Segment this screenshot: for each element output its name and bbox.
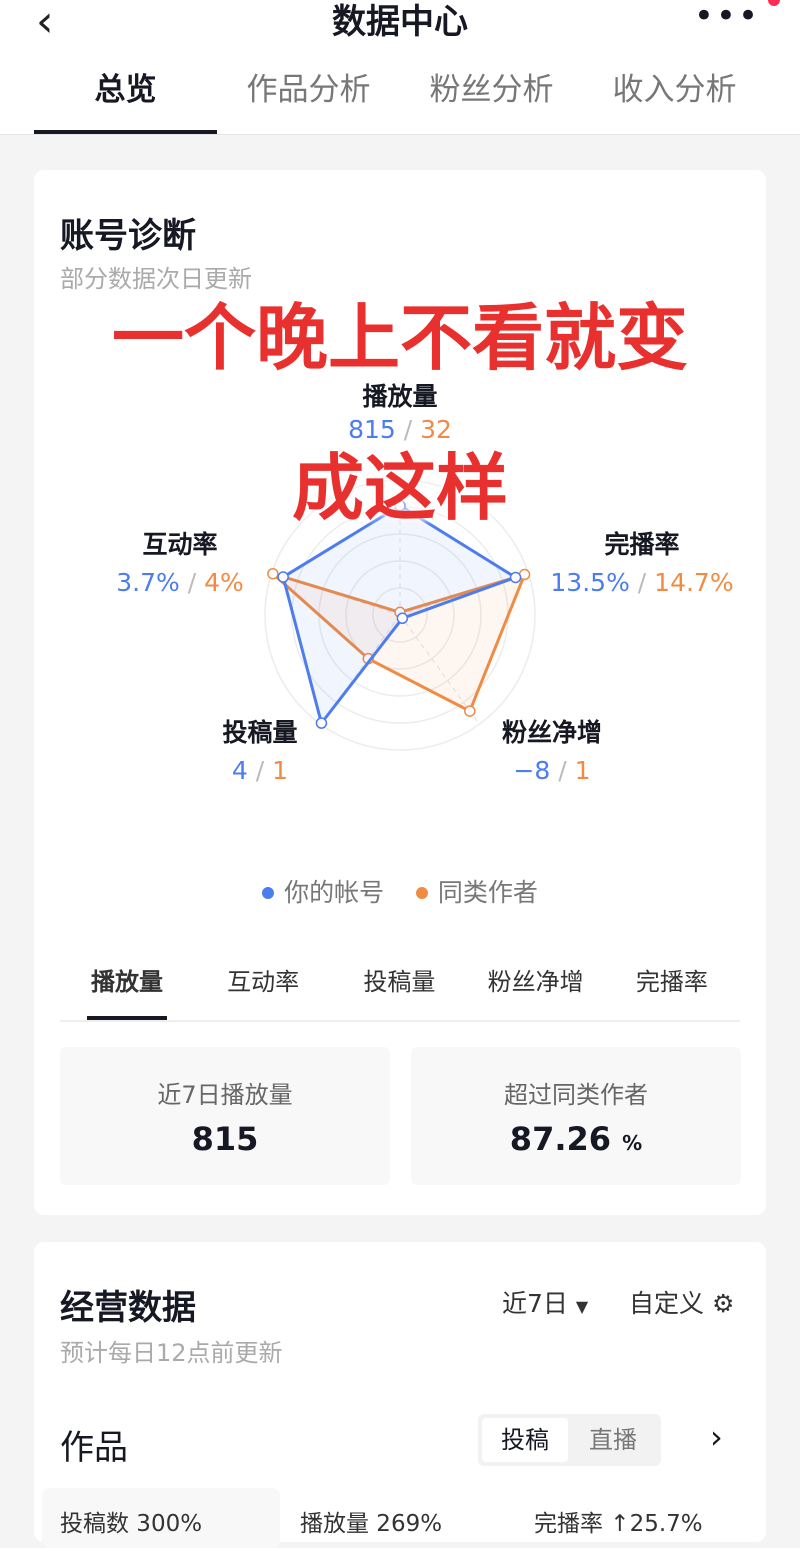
stat-plays: 近7日播放量 815 bbox=[60, 1047, 390, 1185]
stat-value: 87.26 bbox=[509, 1120, 612, 1158]
separator: / bbox=[637, 568, 647, 597]
overlay-caption-2: 成这样 bbox=[291, 446, 509, 530]
legend-peer: 同类作者 bbox=[437, 878, 538, 907]
mine-value: 815 bbox=[348, 415, 396, 444]
axis-values: 3.7% / 4% bbox=[60, 568, 300, 598]
chevron-left-icon[interactable]: ‹ bbox=[36, 0, 54, 47]
axis-values: 13.5% / 14.7% bbox=[522, 568, 762, 598]
axis-label: 投稿量 bbox=[222, 718, 298, 747]
axis-values: 815 / 32 bbox=[280, 415, 520, 445]
separator: / bbox=[187, 568, 197, 597]
section-subtitle: 部分数据次日更新 bbox=[60, 265, 252, 293]
stat-value: 815 bbox=[191, 1120, 259, 1158]
tab-fans[interactable]: 粉丝分析 bbox=[429, 72, 554, 108]
axis-label: 粉丝净增 bbox=[501, 718, 602, 747]
custom-label: 自定义 bbox=[629, 1289, 705, 1318]
range-dropdown[interactable]: 近7日 ▼ bbox=[502, 1284, 588, 1320]
separator: / bbox=[255, 756, 265, 785]
metric-tab-posts[interactable]: 投稿量 bbox=[363, 968, 436, 996]
radar-point-mine bbox=[394, 499, 406, 512]
more-icon[interactable]: ••• bbox=[693, 0, 760, 36]
axis-label: 完播率 bbox=[604, 530, 680, 559]
section-title: 经营数据 bbox=[60, 1288, 196, 1328]
legend-dot-mine bbox=[262, 886, 275, 899]
stat-beat-peers: 超过同类作者 87.26 % bbox=[411, 1047, 741, 1185]
axis-label: 互动率 bbox=[142, 530, 218, 559]
account-diagnosis-card: 账号诊断 部分数据次日更新 bbox=[34, 170, 766, 1215]
peer-value: 4% bbox=[204, 568, 244, 597]
peer-value: 32 bbox=[420, 415, 452, 444]
works-title: 作品 bbox=[60, 1428, 128, 1468]
stat-unit: % bbox=[622, 1131, 643, 1155]
axis-values: 4 / 1 bbox=[140, 756, 380, 786]
chart-legend: 你的帐号 同类作者 bbox=[0, 873, 800, 909]
tab-income[interactable]: 收入分析 bbox=[612, 72, 737, 108]
radar-point-mine bbox=[396, 612, 409, 625]
range-label: 近7日 bbox=[502, 1289, 568, 1318]
mine-value: 13.5% bbox=[550, 568, 630, 597]
toggle-posts[interactable]: 投稿 bbox=[482, 1418, 568, 1462]
section-title: 账号诊断 bbox=[60, 216, 196, 256]
caret-down-icon: ▼ bbox=[575, 1297, 589, 1316]
grid-ring bbox=[264, 479, 536, 751]
mine-value: 3.7% bbox=[116, 568, 180, 597]
mine-value: 4 bbox=[231, 756, 248, 785]
tab-overview[interactable]: 总览 bbox=[34, 70, 217, 134]
custom-button[interactable]: 自定义 ⚙ bbox=[629, 1284, 734, 1320]
axis-line bbox=[399, 614, 480, 725]
metric-tabs: 播放量 互动率 投稿量 粉丝净增 完播率 bbox=[60, 962, 740, 1022]
metric-tab-plays[interactable]: 播放量 bbox=[87, 962, 167, 1020]
notification-dot bbox=[768, 0, 780, 6]
legend-mine: 你的帐号 bbox=[284, 878, 385, 907]
metric-tab-engagement[interactable]: 互动率 bbox=[227, 968, 300, 996]
overlay-caption-1: 一个晚上不看就变 bbox=[111, 296, 689, 380]
chevron-right-icon[interactable]: › bbox=[710, 1418, 723, 1456]
metric-plays[interactable]: 播放量 269% bbox=[300, 1511, 443, 1537]
stat-label: 超过同类作者 bbox=[504, 1081, 648, 1109]
axis-label: 播放量 bbox=[362, 382, 438, 411]
toggle-live[interactable]: 直播 bbox=[589, 1426, 637, 1454]
radar-point-peer bbox=[267, 567, 279, 580]
radar-point-peer bbox=[464, 705, 476, 717]
axis-values: −8 / 1 bbox=[432, 756, 672, 786]
gear-icon: ⚙ bbox=[711, 1289, 735, 1318]
legend-dot-peer bbox=[415, 886, 428, 899]
section-subtitle: 预计每日12点前更新 bbox=[60, 1339, 283, 1367]
radar-point-mine bbox=[277, 571, 289, 583]
tab-works[interactable]: 作品分析 bbox=[246, 72, 371, 108]
metric-posts[interactable]: 投稿数 300% bbox=[60, 1511, 203, 1537]
stat-label: 近7日播放量 bbox=[157, 1081, 293, 1109]
business-data-card: 经营数据 预计每日12点前更新 近7日 ▼ 自定义 ⚙ 作品 投稿 直播 › 投… bbox=[34, 1242, 766, 1548]
top-nav: ‹ 数据中心 ••• 总览 作品分析 粉丝分析 收入分析 bbox=[0, 0, 800, 135]
page-title: 数据中心 bbox=[332, 2, 468, 42]
peer-value: 1 bbox=[574, 756, 591, 785]
separator: / bbox=[558, 756, 567, 785]
peer-value: 14.7% bbox=[654, 568, 734, 597]
separator: / bbox=[403, 415, 413, 444]
radar-chart bbox=[264, 479, 536, 751]
metric-tab-completion[interactable]: 完播率 bbox=[635, 968, 708, 996]
radar-point-mine bbox=[315, 717, 328, 729]
works-toggle: 投稿 直播 bbox=[478, 1414, 661, 1466]
peer-value: 1 bbox=[272, 756, 289, 785]
mine-value: −8 bbox=[513, 756, 551, 785]
radar-point-mine bbox=[509, 571, 522, 584]
metric-tab-fans[interactable]: 粉丝净增 bbox=[487, 968, 584, 996]
metric-completion[interactable]: 完播率 ↑25.7% bbox=[534, 1511, 703, 1537]
